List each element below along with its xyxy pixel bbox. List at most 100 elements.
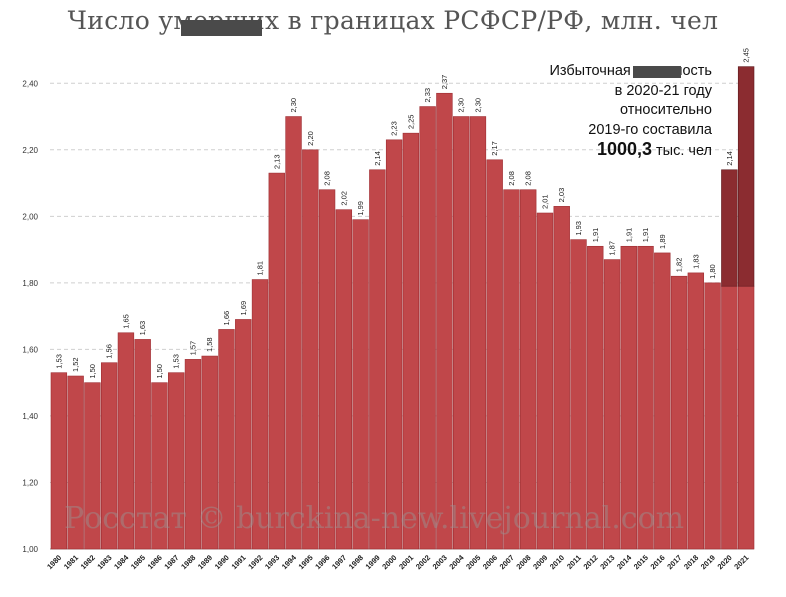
data-labels: 1,53 1,52 1,50 1,56 1,65 1,63 1,50 1,53 1,57 1,58… (54, 48, 750, 379)
data-label: 1,57 (188, 341, 197, 356)
x-tick-label: 2002 (414, 553, 432, 571)
data-label: 2,17 (490, 141, 499, 156)
x-tick-label: 2004 (447, 552, 466, 571)
x-tick-label: 1992 (246, 553, 264, 571)
data-label: 1,53 (54, 354, 63, 369)
bar (503, 189, 520, 550)
bar (469, 116, 487, 550)
y-axis-ticks: 1,00 1,20 1,40 1,60 1,80 2,00 2,20 2,40 (22, 79, 38, 554)
data-label: 1,66 (222, 311, 231, 326)
data-label: 1,65 (121, 314, 130, 329)
data-label: 1,82 (675, 258, 684, 273)
data-label: 1,69 (239, 301, 248, 316)
bar (402, 132, 420, 550)
x-tick-label: 1981 (62, 553, 80, 571)
data-label: 2,23 (390, 121, 399, 136)
bar (436, 92, 453, 550)
annotation-line: Избыточная смертность (549, 63, 712, 79)
x-tick-label: 1982 (79, 553, 97, 571)
x-tick-label: 2015 (632, 553, 650, 571)
annotation-line: 2019-го составила (588, 121, 712, 138)
bar (335, 209, 353, 550)
data-label: 1,89 (658, 234, 667, 249)
bar (201, 355, 218, 550)
data-label: 2,14 (373, 151, 382, 166)
x-tick-label: 2011 (565, 553, 583, 571)
data-label: 1,99 (356, 201, 365, 216)
data-label: 2,30 (289, 98, 298, 113)
x-tick-label: 1994 (280, 552, 299, 571)
bar (553, 206, 570, 550)
x-tick-label: 2019 (699, 553, 717, 571)
x-tick-label: 2003 (431, 553, 449, 571)
x-tick-label: 1980 (45, 553, 63, 571)
data-label: 1,91 (641, 228, 650, 243)
data-label: 1,56 (105, 344, 114, 359)
x-tick-label: 2010 (548, 553, 566, 571)
bar (285, 116, 302, 550)
x-tick-label: 2021 (732, 553, 750, 571)
bar (419, 106, 436, 550)
annotation-value: 1000,3 (596, 139, 652, 159)
data-label: 2,45 (742, 48, 751, 63)
bar (452, 116, 470, 550)
x-tick-label: 1991 (230, 553, 248, 571)
data-label: 1,80 (708, 264, 717, 279)
bar (50, 372, 68, 550)
annotation-unit: тыс. чел (652, 143, 712, 159)
bar (352, 219, 369, 550)
annotation-redaction-mark (633, 66, 681, 78)
x-tick-label: 2006 (481, 553, 499, 571)
y-tick-label: 2,20 (22, 146, 38, 155)
x-tick-label: 2007 (498, 553, 516, 571)
bar (67, 375, 84, 550)
bar (369, 169, 386, 550)
data-label: 2,20 (306, 131, 315, 146)
x-tick-label: 2005 (464, 553, 482, 571)
x-tick-label: 2016 (649, 553, 667, 571)
x-tick-label: 1998 (347, 553, 365, 571)
bar (251, 279, 269, 550)
data-label: 1,83 (691, 254, 700, 269)
data-label: 2,08 (507, 171, 516, 186)
data-label: 1,63 (138, 321, 147, 336)
y-tick-label: 1,80 (22, 279, 38, 288)
x-tick-label: 1987 (162, 553, 180, 571)
data-label: 1,50 (88, 364, 97, 379)
bar (184, 359, 202, 550)
data-label: 2,08 (524, 171, 533, 186)
data-label: 2,13 (272, 154, 281, 169)
x-tick-label: 1989 (196, 553, 214, 571)
x-tick-label: 1993 (263, 553, 281, 571)
y-tick-label: 1,20 (22, 478, 38, 487)
data-label: 2,03 (557, 188, 566, 203)
annotation-line: относительно (620, 102, 712, 118)
x-tick-label: 1990 (213, 553, 231, 571)
annotation-value-line: 1000,3 тыс. чел (520, 139, 712, 162)
bar (570, 239, 587, 550)
data-label: 2,08 (323, 171, 332, 186)
x-tick-label: 2008 (514, 553, 532, 571)
data-label: 1,50 (155, 364, 164, 379)
x-tick-label: 1985 (129, 553, 147, 571)
x-tick-label: 2014 (615, 552, 634, 571)
excess-bar (721, 169, 738, 287)
bar (704, 282, 721, 550)
bar (235, 319, 252, 550)
x-tick-label: 2020 (716, 553, 734, 571)
x-axis-ticks: 1980198119821983198419851986198719881989… (45, 552, 750, 571)
data-label: 2,30 (457, 98, 466, 113)
bar (134, 339, 151, 550)
bar (637, 245, 654, 550)
chart-title: Число умерших в границах РСФСР/РФ, млн. … (67, 6, 719, 35)
x-tick-label: 1986 (146, 553, 164, 571)
title-redaction-mark (181, 20, 262, 36)
bar (687, 272, 705, 550)
bar (654, 252, 671, 550)
x-tick-label: 1996 (313, 553, 331, 571)
y-tick-label: 2,00 (22, 212, 38, 221)
bar (603, 259, 621, 550)
y-tick-label: 1,60 (22, 345, 38, 354)
x-tick-label: 2018 (682, 553, 700, 571)
